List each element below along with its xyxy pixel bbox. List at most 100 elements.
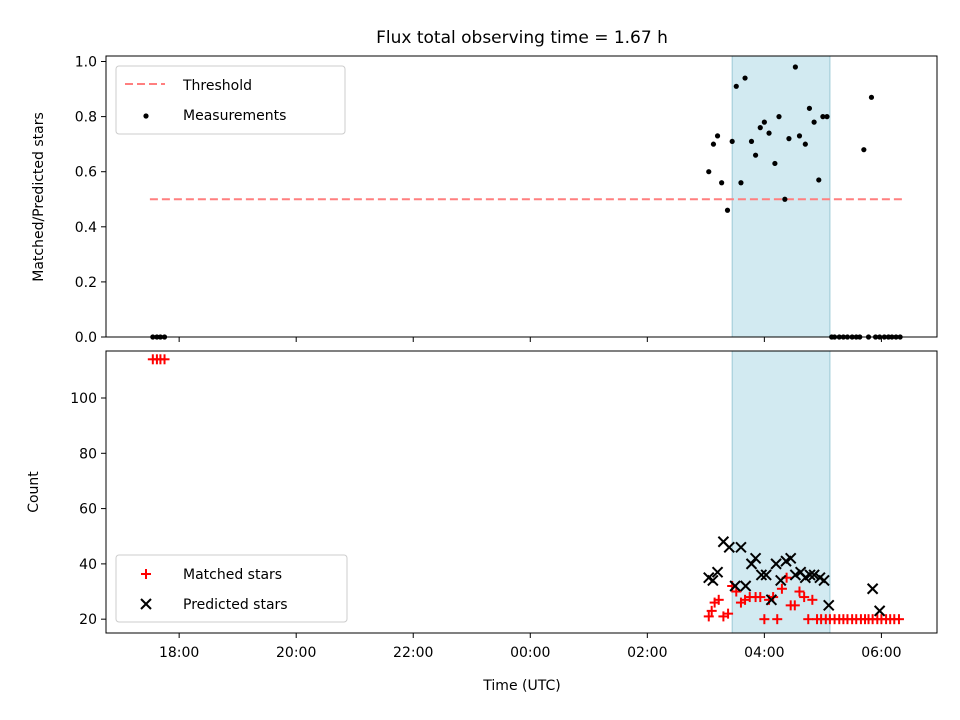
matched-star-point <box>713 594 724 605</box>
measurement-point <box>772 160 778 167</box>
measurement-point <box>710 141 717 147</box>
measurement-point <box>752 152 759 158</box>
matched-star-point <box>706 605 717 616</box>
y-tick-label: 20 <box>79 612 97 628</box>
bottom-panel: 20 40 60 80 100 18:00 20:00 22:00 00:00 02:00 04:0… <box>70 350 938 661</box>
top-legend: Threshold Measurements <box>115 65 346 135</box>
y-tick-label: 0.6 <box>75 165 97 181</box>
predicted-star-point <box>745 558 758 570</box>
measurement-point <box>868 94 875 100</box>
measurement-point <box>806 105 813 111</box>
predicted-star-point <box>735 541 747 554</box>
measurement-point <box>802 141 808 147</box>
measurement-point <box>820 114 826 120</box>
measurement-point <box>776 114 782 120</box>
legend-matched-swatch <box>141 569 151 579</box>
matched-star-point <box>807 594 818 605</box>
y-tick-label: 80 <box>79 446 97 462</box>
predicted-star-point <box>723 541 735 554</box>
matched-star-point <box>893 614 904 625</box>
predicted-star-point <box>770 558 782 570</box>
x-tick-label: 18:00 <box>159 645 199 661</box>
legend-threshold-label: Threshold <box>182 78 252 94</box>
measurement-point <box>706 169 712 175</box>
predicted-star-point <box>804 569 816 581</box>
measurement-point <box>714 133 721 139</box>
y-tick-label: 0.2 <box>75 275 97 291</box>
predicted-star-point <box>873 605 886 617</box>
matched-star-point <box>772 614 783 625</box>
bottom-legend: Matched stars Predicted stars <box>115 554 348 623</box>
measurement-point <box>792 64 798 70</box>
matched-star-point <box>755 592 766 603</box>
legend-measurements-swatch <box>143 113 149 119</box>
matched-star-point <box>723 608 734 619</box>
y-tick-label: 40 <box>79 557 97 573</box>
top-panel: 0.0 0.2 0.4 0.6 0.8 1.0 Threshold Measurements <box>75 55 938 346</box>
legend-frame <box>115 554 348 623</box>
measurement-point <box>861 147 867 153</box>
matched-star-point <box>799 592 810 603</box>
measurement-point <box>761 119 767 125</box>
x-axis-label: Time (UTC) <box>482 678 560 694</box>
predicted-star-point <box>765 594 778 606</box>
predicted-star-point <box>707 574 719 587</box>
measurement-point <box>816 177 822 183</box>
predicted-star-point <box>866 583 879 595</box>
predicted-star-point <box>784 552 797 565</box>
measurement-point <box>724 207 731 213</box>
y-tick-label: 0.8 <box>75 110 97 126</box>
predicted-star-point <box>808 569 820 581</box>
measurement-point <box>811 119 817 125</box>
x-tick-label: 04:00 <box>744 645 784 661</box>
y-tick-label: 0.0 <box>75 330 97 346</box>
predicted-star-point <box>823 599 835 612</box>
matched-star-point <box>776 583 787 594</box>
predicted-star-point <box>760 569 772 581</box>
y-tick-label: 0.4 <box>75 220 97 236</box>
matched-star-point <box>759 614 770 625</box>
bottom-y-axis-label: Count <box>26 471 42 513</box>
legend-predicted-label: Predicted stars <box>183 597 288 613</box>
x-tick-label: 22:00 <box>393 645 433 661</box>
y-tick-label: 1.0 <box>75 55 97 71</box>
x-tick-label: 06:00 <box>861 645 901 661</box>
legend-frame <box>115 65 346 135</box>
predicted-star-point <box>711 566 724 578</box>
predicted-star-point <box>775 574 787 587</box>
x-tick-label: 02:00 <box>627 645 667 661</box>
matched-star-point <box>803 614 814 625</box>
predicted-star-point <box>818 574 830 587</box>
measurement-point <box>719 180 725 186</box>
y-tick-label: 60 <box>79 502 97 518</box>
measurement-point <box>729 138 735 145</box>
measurement-point <box>782 196 788 202</box>
measurement-point <box>748 138 755 145</box>
x-tick-label: 00:00 <box>510 645 550 661</box>
legend-matched-label: Matched stars <box>183 567 282 583</box>
measurement-point <box>824 114 830 120</box>
predicted-star-point <box>755 569 768 581</box>
legend-predicted-swatch <box>140 598 152 610</box>
chart-title: Flux total observing time = 1.67 h <box>376 28 668 48</box>
measurement-point <box>796 133 803 139</box>
measurement-point <box>738 180 744 186</box>
x-tick-label: 20:00 <box>276 645 316 661</box>
measurement-point <box>733 83 739 89</box>
matched-star-point <box>789 600 800 611</box>
top-y-axis-label: Matched/Predicted stars <box>31 112 47 282</box>
matched-star-point <box>159 354 170 365</box>
measurement-point <box>766 130 772 136</box>
axes-frame <box>105 55 938 338</box>
matched-star-point <box>703 611 714 622</box>
predicted-star-point <box>739 580 752 592</box>
matched-star-point <box>794 586 805 597</box>
predicted-star-point <box>749 552 762 565</box>
measurement-point <box>786 136 792 142</box>
predicted-star-point <box>729 580 741 592</box>
measurement-point <box>742 75 748 81</box>
axes-frame <box>105 350 938 634</box>
y-tick-label: 100 <box>70 391 97 407</box>
observing-window-span <box>732 56 830 337</box>
